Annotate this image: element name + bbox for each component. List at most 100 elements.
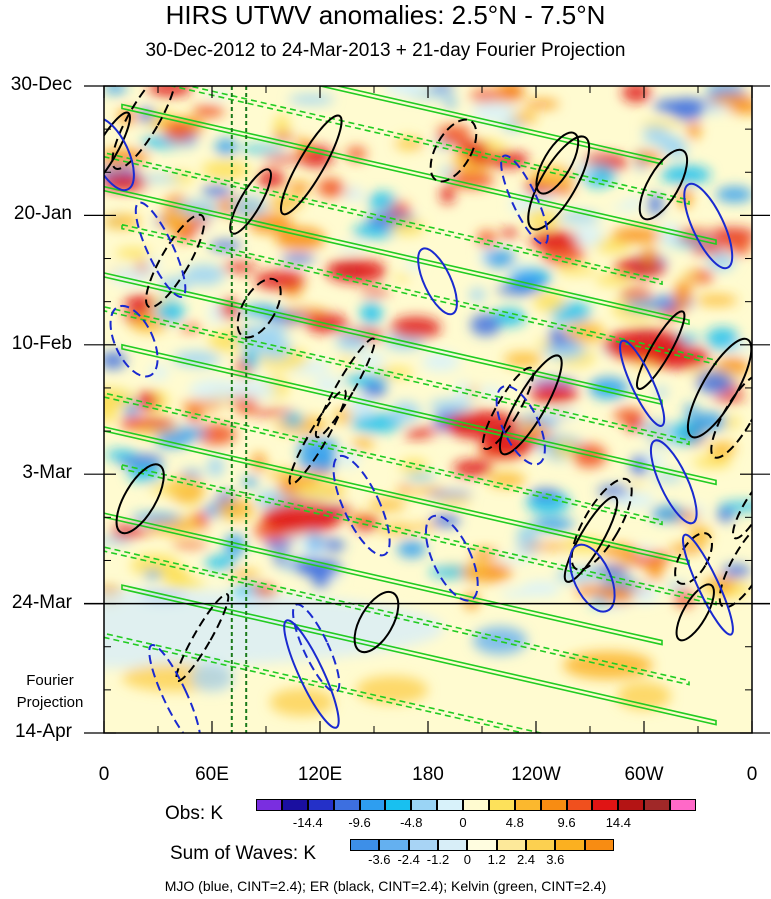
anomaly-patch (470, 560, 486, 578)
anomaly-patch-strong (481, 432, 537, 455)
kelvin-contour (121, 584, 717, 726)
kelvin-contour (168, 86, 690, 205)
anomaly-patch (533, 291, 566, 312)
anomaly-patch (201, 185, 233, 197)
anomaly-patch (228, 378, 277, 400)
er-contour (236, 277, 282, 339)
colorbar-swatch (437, 799, 464, 811)
anomaly-patch (208, 240, 242, 251)
anomaly-patch (390, 316, 442, 340)
anomaly-patch (224, 534, 246, 557)
kelvin-contour (104, 512, 663, 646)
anomaly-patch (437, 137, 470, 145)
anomaly-patch (159, 276, 191, 294)
anomaly-patch (496, 285, 539, 295)
anomaly-patch (192, 105, 225, 118)
anomaly-patch-strong (262, 501, 342, 534)
anomaly-patch (503, 352, 543, 367)
anomaly-patch (393, 274, 411, 282)
anomaly-patch (695, 294, 738, 306)
anomaly-patch (344, 186, 364, 202)
anomaly-patch (536, 184, 575, 195)
anomaly-patch (204, 555, 237, 570)
anomaly-patch (653, 99, 686, 113)
anomaly-patch (487, 472, 526, 488)
anomaly-patch (397, 540, 427, 558)
anomaly-patch (687, 121, 701, 140)
y-tick-label: 3-Mar (22, 462, 72, 484)
anomaly-patch (727, 234, 752, 256)
projection-patch (269, 688, 335, 717)
colorbar-swatch (463, 799, 489, 811)
mjo-contour (292, 603, 341, 693)
anomaly-patch (171, 541, 209, 548)
projection-patch (356, 675, 428, 704)
colorbar-swatch (670, 799, 696, 811)
mjo-contour (424, 514, 479, 602)
anomaly-patch (705, 104, 732, 113)
anomaly-patch (254, 270, 306, 290)
colorbar-swatch (496, 839, 526, 851)
anomaly-patch (390, 401, 421, 423)
anomaly-patch (282, 534, 317, 542)
anomaly-patch (721, 564, 751, 578)
anomaly-patch (148, 365, 169, 380)
mjo-contour (332, 454, 391, 557)
anomaly-patch (124, 402, 139, 417)
anomaly-patch (595, 273, 631, 286)
obs-colorbar-title: Obs: K (165, 803, 224, 824)
anomaly-patch (525, 207, 560, 230)
anomaly-patch (406, 91, 454, 99)
x-tick-label: 60W (624, 764, 664, 785)
anomaly-patch (368, 191, 397, 211)
anomaly-patch (138, 108, 156, 123)
anomaly-patch (707, 252, 735, 271)
obs-colorbar-label: 0 (459, 815, 467, 830)
anomaly-patch (207, 330, 247, 352)
anomaly-patch (155, 432, 191, 448)
anomaly-patch (135, 391, 159, 411)
anomaly-patch (611, 227, 662, 243)
kelvin-contour (121, 223, 717, 366)
kelvin-contour (104, 151, 663, 286)
anomaly-patch (397, 484, 412, 494)
kelvin-contour (104, 185, 690, 326)
anomaly-patch (631, 584, 658, 604)
colorbar-swatch (333, 799, 360, 811)
anomaly-patch (678, 273, 700, 280)
mjo-contour (148, 644, 202, 733)
anomaly-patch (640, 120, 685, 128)
kelvin-contour (121, 463, 717, 606)
anomaly-patch (448, 171, 495, 189)
anomaly-patch (172, 351, 221, 367)
mjo-contour (649, 439, 698, 525)
anomaly-patch (629, 482, 644, 489)
anomaly-patch (669, 544, 703, 554)
colorbar-swatch (438, 839, 468, 851)
er-contour (175, 593, 230, 683)
anomaly-patch (470, 314, 501, 336)
er-contour (145, 213, 206, 309)
anomaly-patch (104, 352, 127, 369)
anomaly-patch (648, 193, 663, 216)
projection-label-2: Projection (16, 694, 84, 711)
mjo-contour (683, 182, 734, 270)
colorbar-swatch (379, 839, 409, 851)
anomaly-patch (362, 382, 387, 398)
waves-colorbar-label: 1.2 (487, 852, 506, 867)
anomaly-patch (312, 571, 330, 589)
anomaly-patch (568, 163, 596, 175)
anomaly-patch (499, 228, 520, 238)
anomaly-patch (189, 379, 242, 402)
anomaly-patch (692, 455, 732, 469)
anomaly-patch (660, 165, 712, 185)
anomaly-patch (599, 545, 640, 558)
anomaly-patch-strong (530, 384, 578, 404)
anomaly-patch (647, 557, 663, 582)
anomaly-patch-strong (453, 460, 493, 477)
anomaly-patch (597, 485, 630, 497)
anomaly-patch (696, 370, 734, 394)
anomaly-patch (710, 92, 752, 107)
anomaly-patch (104, 214, 141, 229)
